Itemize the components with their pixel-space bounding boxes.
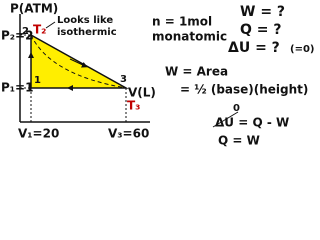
strike (212, 111, 239, 128)
annotation: isothermic (57, 27, 117, 38)
temperature: T₃ (127, 99, 140, 113)
note: Q = W (218, 134, 260, 148)
tick-label: V₃=60 (108, 127, 149, 141)
note: W = Area (165, 65, 228, 79)
note: n = 1mol (152, 15, 212, 29)
tick-label: P₁=1 (1, 81, 33, 95)
point-label: 2 (22, 26, 29, 37)
note: ΔU = ? (228, 40, 280, 56)
note: = ½ (base)(height) (180, 83, 308, 97)
tick-label: V₁=20 (18, 127, 59, 141)
note: Q = ? (240, 22, 282, 38)
cycle-area (30, 33, 129, 89)
page: P(ATM) V(L) P₂=2 P₁=1 V₁=20 V₃=60 1 2 3 … (1, 2, 314, 148)
annotation: Looks like (57, 15, 113, 26)
pointer (45, 21, 56, 29)
note: ΔU = Q - W (215, 116, 289, 130)
temperature: T₂ (33, 23, 46, 37)
y-axis-label: P(ATM) (10, 2, 58, 16)
note: W = ? (240, 4, 285, 20)
point-label: 1 (34, 75, 41, 86)
isotherm (30, 34, 127, 89)
tick-label: P₂=2 (1, 29, 33, 43)
x-axis-label: V(L) (128, 86, 156, 100)
note: 0 (233, 103, 240, 114)
point-label: 3 (120, 74, 127, 85)
arrow (69, 58, 88, 68)
note: (=0) (290, 44, 314, 55)
note: monatomic (152, 30, 227, 44)
